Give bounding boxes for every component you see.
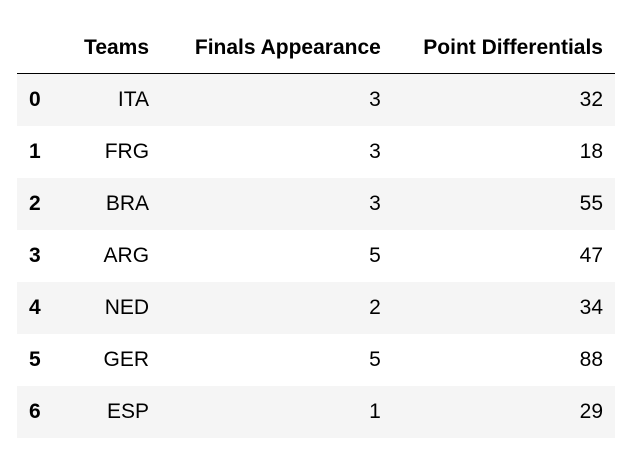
finals-cell: 2 xyxy=(149,282,381,334)
row-index: 3 xyxy=(17,230,74,282)
points-cell: 29 xyxy=(380,386,615,438)
points-cell: 47 xyxy=(380,230,615,282)
team-cell: ARG xyxy=(73,230,150,282)
team-cell: GER xyxy=(73,334,150,386)
header-finals-appearance: Finals Appearance xyxy=(149,22,381,74)
row-index: 4 xyxy=(17,282,74,334)
table-row: 1 FRG 3 18 xyxy=(17,126,615,178)
header-point-differentials: Point Differentials xyxy=(380,22,615,74)
points-cell: 18 xyxy=(380,126,615,178)
row-index: 1 xyxy=(17,126,74,178)
table-row: 2 BRA 3 55 xyxy=(17,178,615,230)
points-cell: 88 xyxy=(380,334,615,386)
finals-cell: 3 xyxy=(149,126,381,178)
team-cell: FRG xyxy=(73,126,150,178)
table-row: 4 NED 2 34 xyxy=(17,282,615,334)
row-index: 5 xyxy=(17,334,74,386)
finals-cell: 3 xyxy=(149,178,381,230)
finals-cell: 5 xyxy=(149,334,381,386)
header-teams: Teams xyxy=(73,22,150,74)
points-cell: 34 xyxy=(380,282,615,334)
table-header: Teams Finals Appearance Point Differenti… xyxy=(17,22,615,74)
finals-cell: 3 xyxy=(149,73,381,126)
row-index: 6 xyxy=(17,386,74,438)
points-cell: 32 xyxy=(380,73,615,126)
team-cell: BRA xyxy=(73,178,150,230)
table-row: 6 ESP 1 29 xyxy=(17,386,615,438)
team-cell: ITA xyxy=(73,73,150,126)
header-index xyxy=(17,22,74,74)
table-row: 0 ITA 3 32 xyxy=(17,73,615,126)
row-index: 0 xyxy=(17,73,74,126)
table-row: 5 GER 5 88 xyxy=(17,334,615,386)
table-row: 3 ARG 5 47 xyxy=(17,230,615,282)
finals-cell: 5 xyxy=(149,230,381,282)
dataframe-table: Teams Finals Appearance Point Differenti… xyxy=(17,22,615,438)
points-cell: 55 xyxy=(380,178,615,230)
row-index: 2 xyxy=(17,178,74,230)
header-row: Teams Finals Appearance Point Differenti… xyxy=(17,22,615,74)
team-cell: NED xyxy=(73,282,150,334)
team-cell: ESP xyxy=(73,386,150,438)
finals-cell: 1 xyxy=(149,386,381,438)
table-body: 0 ITA 3 32 1 FRG 3 18 2 BRA 3 55 3 ARG 5 xyxy=(17,73,615,438)
